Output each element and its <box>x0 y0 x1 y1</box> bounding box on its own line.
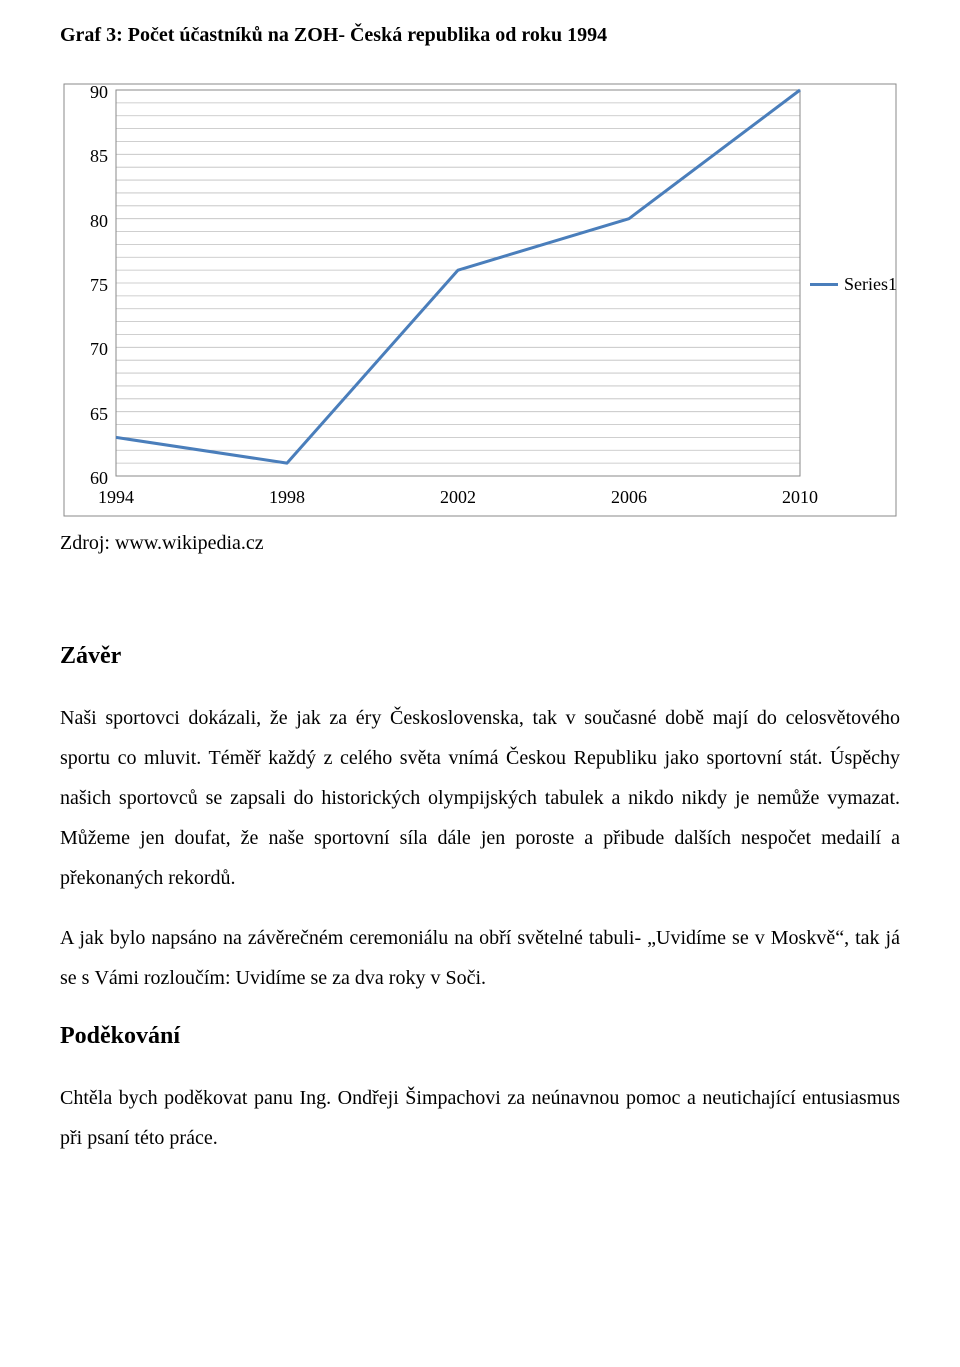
legend-label: Series1 <box>844 271 897 298</box>
y-tick-label: 75 <box>78 272 108 299</box>
y-tick-label: 90 <box>78 79 108 106</box>
chart-title: Graf 3: Počet účastníků na ZOH- Česká re… <box>60 20 900 50</box>
x-tick-label: 1998 <box>257 484 317 511</box>
line-chart: 60657075808590 19941998200220062010 Seri… <box>60 80 900 520</box>
y-tick-label: 65 <box>78 401 108 428</box>
y-tick-label: 85 <box>78 143 108 170</box>
x-tick-label: 1994 <box>86 484 146 511</box>
chart-svg <box>60 80 900 520</box>
zaver-paragraph-2: A jak bylo napsáno na závěrečném ceremon… <box>60 918 900 998</box>
x-tick-label: 2002 <box>428 484 488 511</box>
chart-source: Zdroj: www.wikipedia.cz <box>60 528 900 558</box>
y-tick-label: 80 <box>78 208 108 235</box>
zaver-paragraph-1: Naši sportovci dokázali, že jak za éry Č… <box>60 698 900 898</box>
x-tick-label: 2010 <box>770 484 830 511</box>
podekovani-heading: Poděkování <box>60 1018 900 1054</box>
x-tick-label: 2006 <box>599 484 659 511</box>
y-tick-label: 70 <box>78 336 108 363</box>
podekovani-paragraph-1: Chtěla bych poděkovat panu Ing. Ondřeji … <box>60 1078 900 1158</box>
zaver-heading: Závěr <box>60 638 900 674</box>
legend-swatch <box>810 283 838 286</box>
chart-legend: Series1 <box>810 271 897 298</box>
